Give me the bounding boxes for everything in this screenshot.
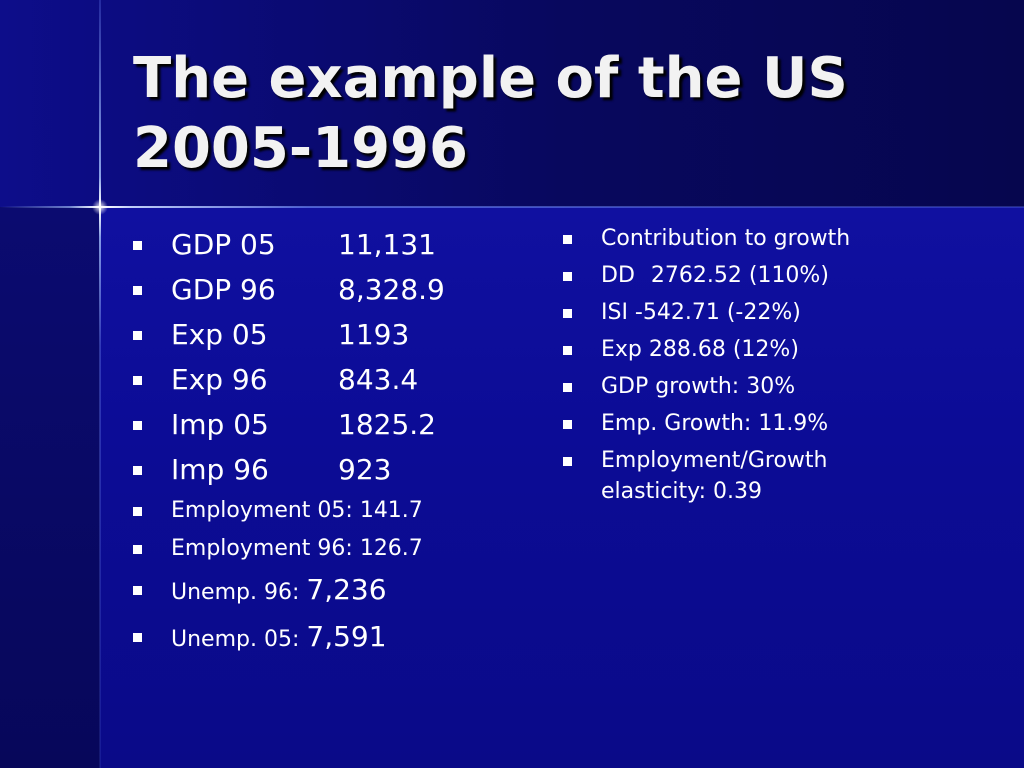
square-bullet-icon	[563, 457, 572, 466]
sparkle-decoration	[70, 177, 130, 237]
list-item-unemp-05: Unemp. 05: 7,591	[133, 615, 553, 662]
square-bullet-icon	[563, 383, 572, 392]
vertical-rule	[99, 0, 101, 768]
left-bullet-list: GDP 05 11,131 GDP 96 8,328.9 Exp 05 1193 Ex…	[133, 222, 553, 662]
list-item-employment-05: Employment 05: 141.7	[133, 492, 553, 530]
horizontal-rule	[0, 206, 1024, 208]
square-bullet-icon	[133, 507, 142, 516]
list-item-exp-05: Exp 05 1193	[133, 312, 553, 357]
square-bullet-icon	[133, 633, 142, 642]
list-item-isi: ISI -542.71 (-22%)	[563, 297, 1003, 328]
header-band	[0, 0, 1024, 207]
square-bullet-icon	[133, 241, 142, 250]
square-bullet-icon	[133, 545, 142, 554]
list-item-exp: Exp 288.68 (12%)	[563, 334, 1003, 365]
list-item-emp-growth: Emp. Growth: 11.9%	[563, 408, 1003, 439]
list-item-contribution: Contribution to growth	[563, 223, 1003, 254]
left-band	[0, 207, 100, 768]
square-bullet-icon	[133, 331, 142, 340]
slide-title: The example of the US 2005-1996	[133, 44, 848, 184]
slide-title-line-1: The example of the US	[133, 46, 848, 111]
list-item-unemp-96: Unemp. 96: 7,236	[133, 568, 553, 615]
list-item-imp-96: Imp 96 923	[133, 447, 553, 492]
square-bullet-icon	[563, 309, 572, 318]
list-item-gdp-05: GDP 05 11,131	[133, 222, 553, 267]
right-bullet-list: Contribution to growth DD 2762.52 (110%) …	[563, 223, 1003, 513]
slide-title-line-2: 2005-1996	[133, 116, 468, 181]
list-item-exp-96: Exp 96 843.4	[133, 357, 553, 402]
list-item-imp-05: Imp 05 1825.2	[133, 402, 553, 447]
list-item-employment-96: Employment 96: 126.7	[133, 530, 553, 568]
square-bullet-icon	[133, 286, 142, 295]
square-bullet-icon	[133, 421, 142, 430]
square-bullet-icon	[133, 586, 142, 595]
list-item-gdp-96: GDP 96 8,328.9	[133, 267, 553, 312]
square-bullet-icon	[563, 235, 572, 244]
square-bullet-icon	[563, 420, 572, 429]
square-bullet-icon	[133, 376, 142, 385]
list-item-dd: DD 2762.52 (110%)	[563, 260, 1003, 291]
square-bullet-icon	[563, 346, 572, 355]
list-item-elasticity: Employment/Growth elasticity: 0.39	[563, 445, 1003, 507]
content-area	[100, 207, 1024, 768]
square-bullet-icon	[563, 272, 572, 281]
square-bullet-icon	[133, 466, 142, 475]
list-item-gdp-growth: GDP growth: 30%	[563, 371, 1003, 402]
